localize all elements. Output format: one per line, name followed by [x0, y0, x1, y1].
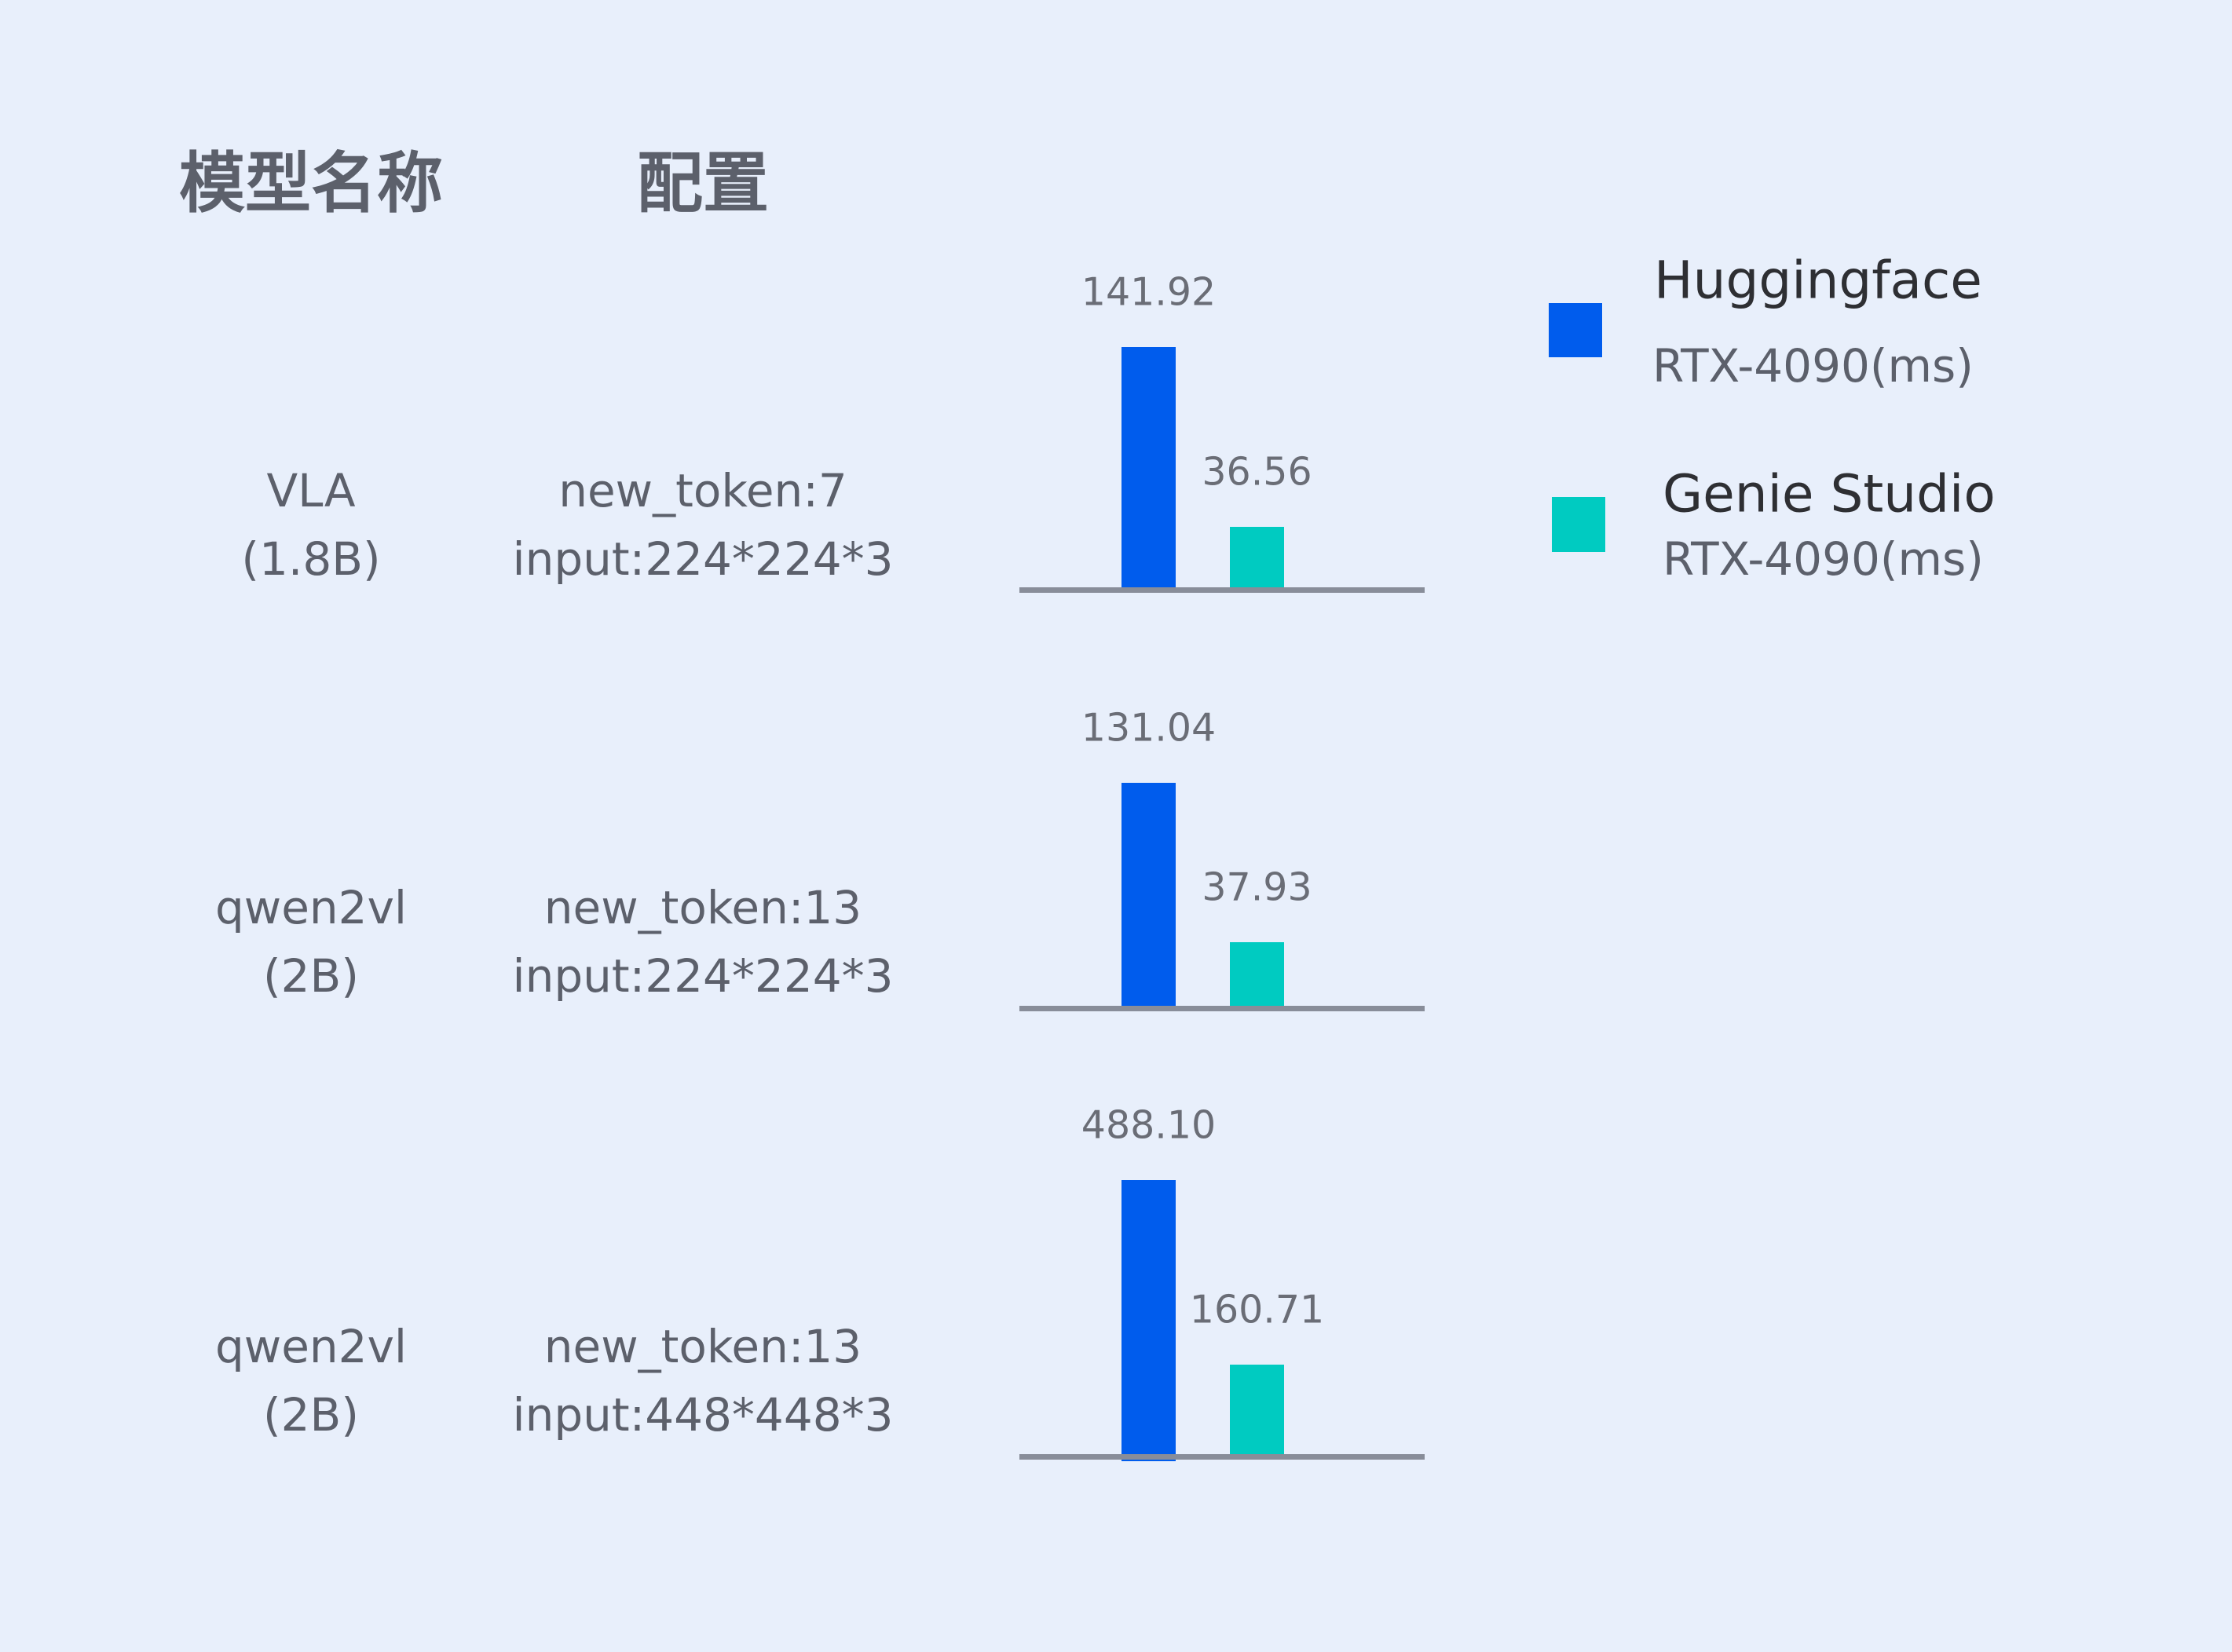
legend-huggingface-subtitle: RTX-4090(ms)	[1652, 339, 1974, 393]
bar-genie-studio	[1230, 526, 1284, 589]
model-size: (2B)	[263, 1388, 359, 1442]
bar-genie-studio	[1230, 1365, 1284, 1456]
model-name: qwen2vl	[214, 1320, 408, 1373]
value-label-genie-studio: 37.93	[1202, 864, 1312, 910]
legend-swatch-huggingface	[1549, 303, 1602, 357]
config-input: input:224*224*3	[512, 949, 894, 1003]
legend-genie-studio-title: Genie Studio	[1663, 463, 1996, 524]
config-new-token: new_token:13	[543, 1320, 862, 1373]
legend-huggingface-title: Huggingface	[1654, 250, 1982, 311]
bar-huggingface	[1121, 347, 1176, 589]
bar-huggingface	[1121, 1180, 1176, 1461]
axis-baseline	[1019, 1006, 1425, 1011]
value-label-huggingface: 141.92	[1081, 269, 1217, 315]
config-new-token: new_token:7	[558, 464, 847, 517]
header-config: 配置	[636, 144, 770, 222]
bar-huggingface	[1121, 783, 1176, 1007]
bar-genie-studio	[1230, 942, 1284, 1007]
header-model-name: 模型名称	[178, 144, 444, 222]
value-label-genie-studio: 36.56	[1202, 449, 1312, 495]
legend-genie-studio-subtitle: RTX-4090(ms)	[1663, 532, 1984, 586]
config-input: input:448*448*3	[512, 1388, 894, 1442]
axis-baseline	[1019, 587, 1425, 593]
value-label-huggingface: 131.04	[1081, 705, 1217, 751]
model-size: (2B)	[263, 949, 359, 1003]
model-size: (1.8B)	[241, 532, 381, 586]
config-input: input:224*224*3	[512, 532, 894, 586]
legend-swatch-genie-studio	[1552, 497, 1605, 552]
config-new-token: new_token:13	[543, 881, 862, 934]
value-label-genie-studio: 160.71	[1189, 1287, 1325, 1332]
model-name: qwen2vl	[214, 881, 408, 934]
value-label-huggingface: 488.10	[1081, 1102, 1217, 1148]
model-name: VLA	[266, 464, 356, 517]
axis-baseline	[1019, 1454, 1425, 1460]
